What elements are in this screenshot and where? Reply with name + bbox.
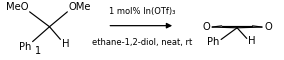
Text: 1: 1 — [36, 46, 41, 56]
Text: H: H — [248, 36, 256, 46]
Text: O: O — [202, 22, 210, 32]
Text: OMe: OMe — [69, 2, 91, 12]
Text: O: O — [264, 22, 272, 32]
Text: Ph: Ph — [19, 42, 31, 52]
Text: 1 mol% In(OTf)₃: 1 mol% In(OTf)₃ — [109, 7, 175, 16]
Text: ethane-1,2-diol, neat, rt: ethane-1,2-diol, neat, rt — [92, 38, 192, 47]
Text: Ph: Ph — [207, 37, 220, 47]
Text: MeO: MeO — [6, 2, 28, 12]
Text: H: H — [62, 39, 69, 49]
